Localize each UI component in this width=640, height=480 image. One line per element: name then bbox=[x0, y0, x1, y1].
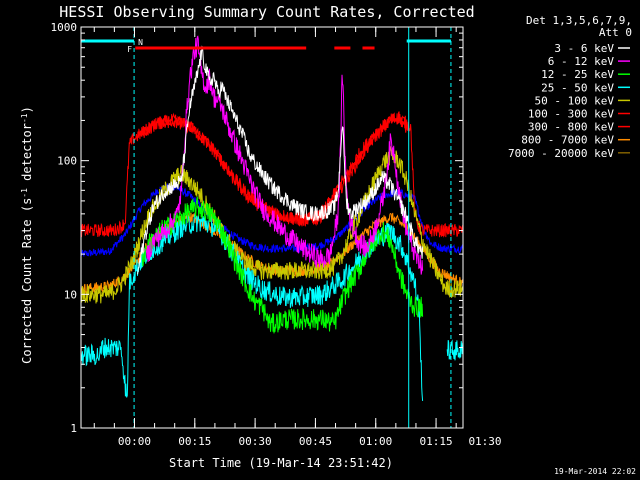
y-tick-label: 1000 bbox=[51, 21, 78, 34]
legend-label: 3 - 6 keV bbox=[554, 42, 614, 55]
axes: FN 1 10 100 1000 00:00 00:15 00:30 00:45 01:00 01:… bbox=[51, 21, 502, 448]
legend-label: 100 - 300 keV bbox=[528, 108, 614, 121]
flag-n-label: N bbox=[138, 38, 143, 47]
legend-label: 6 - 12 keV bbox=[548, 55, 615, 68]
chart-title: HESSI Observing Summary Count Rates, Cor… bbox=[59, 3, 474, 21]
series-12-25-kev bbox=[141, 196, 424, 334]
legend-label: 7000 - 20000 keV bbox=[508, 147, 614, 160]
legend-label: 50 - 100 keV bbox=[535, 94, 615, 107]
y-axis-label: Corrected Count Rate (s-1 detector-1) bbox=[20, 106, 35, 364]
legend-title: Att 0 bbox=[599, 26, 632, 39]
series-50-100-kev bbox=[81, 146, 463, 304]
x-tick-label: 00:45 bbox=[299, 435, 332, 448]
x-tick-label: 00:15 bbox=[178, 435, 211, 448]
x-tick-label: 01:30 bbox=[468, 435, 501, 448]
x-tick-label: 01:15 bbox=[419, 435, 452, 448]
legend-title: Det 1,3,5,6,7,9, bbox=[526, 14, 632, 27]
legend-label: 25 - 50 keV bbox=[541, 81, 614, 94]
y-tick-label: 1 bbox=[70, 422, 77, 435]
y-tick-label: 10 bbox=[64, 288, 77, 301]
series-6-12-kev bbox=[145, 35, 424, 275]
legend-label: 12 - 25 keV bbox=[541, 68, 614, 81]
flag-f-label: F bbox=[127, 45, 132, 54]
x-axis-label: Start Time (19-Mar-14 23:51:42) bbox=[169, 456, 393, 470]
plot-area bbox=[81, 27, 463, 428]
legend-label: 800 - 7000 keV bbox=[521, 134, 614, 147]
x-tick-label: 00:00 bbox=[118, 435, 151, 448]
footer-timestamp: 19-Mar-2014 22:02 bbox=[554, 467, 636, 476]
plot-frame bbox=[80, 26, 464, 429]
y-tick-label: 100 bbox=[57, 155, 77, 168]
x-tick-label: 00:30 bbox=[239, 435, 272, 448]
series-3-6-kev bbox=[137, 45, 424, 275]
x-tick-label: 01:00 bbox=[359, 435, 392, 448]
legend-label: 300 - 800 keV bbox=[528, 121, 614, 134]
